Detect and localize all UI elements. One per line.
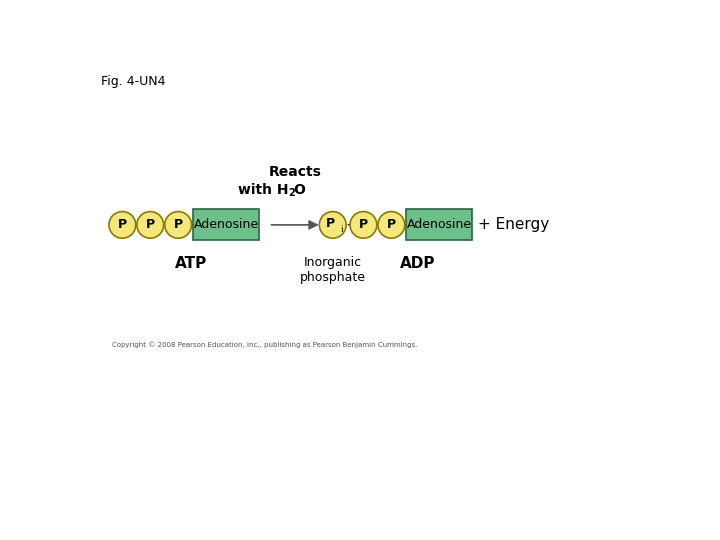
Text: Copyright © 2008 Pearson Education, Inc., publishing as Pearson Benjamin Cumming: Copyright © 2008 Pearson Education, Inc.…	[112, 341, 418, 348]
Text: + Energy: + Energy	[478, 218, 549, 232]
Text: Inorganic
phosphate: Inorganic phosphate	[300, 256, 366, 284]
Text: with H: with H	[238, 183, 289, 197]
Text: Fig. 4-UN4: Fig. 4-UN4	[101, 75, 166, 88]
Text: 2: 2	[289, 188, 295, 198]
Text: Adenosine: Adenosine	[194, 218, 258, 231]
Ellipse shape	[109, 212, 136, 238]
FancyBboxPatch shape	[193, 210, 259, 240]
Ellipse shape	[137, 212, 163, 238]
Ellipse shape	[350, 212, 377, 238]
Text: P: P	[118, 218, 127, 231]
Text: Reacts: Reacts	[269, 165, 322, 179]
Text: O: O	[293, 183, 305, 197]
Ellipse shape	[320, 212, 346, 238]
Text: P: P	[326, 217, 335, 230]
Ellipse shape	[165, 212, 192, 238]
Text: ADP: ADP	[400, 256, 436, 271]
Text: P: P	[359, 218, 368, 231]
Text: ATP: ATP	[174, 256, 207, 271]
Text: i: i	[341, 225, 343, 234]
Text: P: P	[145, 218, 155, 231]
Text: +: +	[346, 216, 359, 234]
Ellipse shape	[378, 212, 405, 238]
FancyBboxPatch shape	[406, 210, 472, 240]
Text: Adenosine: Adenosine	[407, 218, 472, 231]
Text: P: P	[387, 218, 396, 231]
Text: P: P	[174, 218, 183, 231]
